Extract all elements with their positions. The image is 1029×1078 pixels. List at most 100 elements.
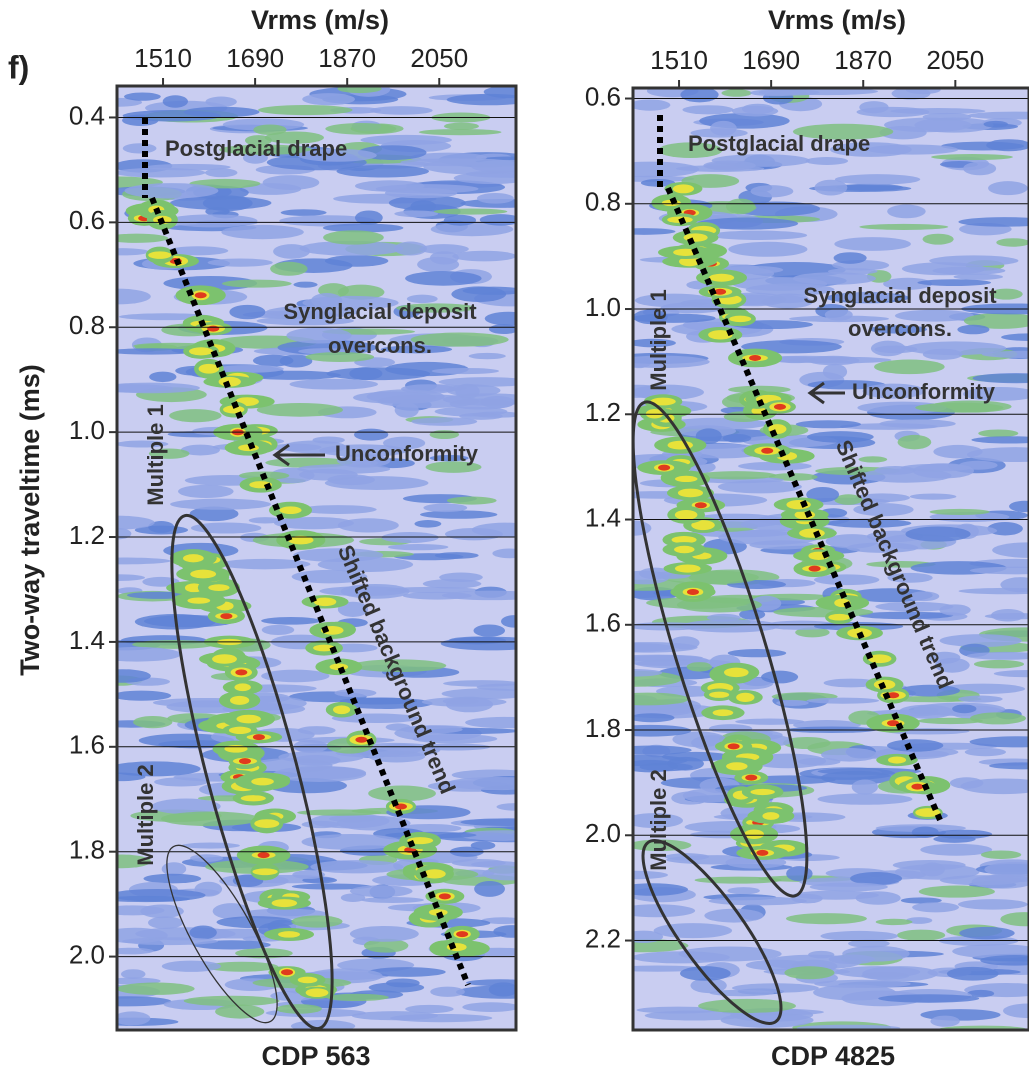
streak — [769, 293, 809, 304]
streak — [749, 354, 762, 361]
streak — [488, 324, 516, 335]
y-tick-label: 1.4 — [585, 502, 621, 532]
streak — [117, 574, 146, 581]
x-axis-title: Vrms (m/s) — [768, 5, 906, 35]
streak — [223, 405, 245, 414]
y-tick-label: 0.8 — [69, 310, 105, 340]
streak — [824, 308, 853, 321]
streak — [334, 688, 377, 698]
streak — [162, 95, 188, 108]
annotation: Multiple 2 — [646, 769, 671, 870]
streak — [708, 273, 735, 282]
streak — [786, 913, 867, 925]
streak — [431, 367, 500, 375]
streak — [248, 517, 282, 524]
streak — [425, 461, 482, 473]
streak — [484, 311, 516, 326]
streak — [966, 651, 1029, 660]
streak — [492, 548, 516, 559]
streak — [317, 557, 414, 573]
streak — [887, 739, 944, 752]
streak — [384, 187, 458, 199]
streak — [776, 699, 809, 706]
x-tick-label: 1510 — [134, 43, 192, 73]
streak — [633, 692, 689, 706]
streak — [633, 642, 698, 653]
streak — [189, 925, 217, 940]
streak — [731, 983, 819, 993]
streak — [333, 705, 351, 715]
streak — [690, 128, 748, 138]
streak — [325, 123, 397, 135]
streak — [148, 448, 190, 459]
streak — [220, 613, 233, 620]
streak — [795, 627, 830, 638]
streak — [189, 506, 239, 522]
streak — [633, 904, 696, 918]
streak — [883, 277, 933, 290]
semblance-image — [633, 88, 1029, 1030]
streak — [444, 122, 479, 130]
streak — [708, 330, 733, 340]
streak — [745, 959, 809, 971]
streak — [146, 163, 231, 171]
streak — [292, 870, 326, 880]
streak — [324, 255, 389, 267]
streak — [858, 611, 954, 620]
streak — [952, 704, 977, 714]
streak — [263, 311, 315, 320]
streak — [291, 569, 368, 584]
x-tick-label: 2050 — [926, 45, 984, 75]
streak — [301, 834, 402, 850]
streak — [696, 217, 799, 230]
streak — [878, 994, 980, 1003]
streak — [906, 917, 933, 924]
streak — [161, 862, 187, 876]
streak — [235, 669, 248, 676]
streak — [117, 996, 172, 1007]
streak — [336, 165, 429, 178]
arrow-head — [807, 381, 825, 405]
streak — [476, 193, 514, 204]
x-tick-label: 1510 — [650, 45, 708, 75]
streak — [279, 506, 302, 515]
streak — [337, 86, 382, 94]
streak — [891, 88, 931, 100]
streak — [725, 198, 756, 215]
streak — [826, 518, 912, 528]
streak — [964, 747, 1007, 757]
streak — [117, 440, 169, 448]
streak — [207, 325, 220, 332]
streak — [405, 271, 482, 286]
streak — [319, 444, 408, 457]
streak — [661, 751, 731, 762]
streak — [319, 586, 408, 597]
streak — [302, 93, 355, 106]
streak — [842, 945, 910, 962]
streak — [198, 363, 220, 374]
streak — [117, 382, 200, 394]
streak — [361, 897, 424, 904]
streak — [117, 1011, 151, 1026]
streak — [869, 325, 928, 334]
streak — [148, 251, 172, 259]
x-tick-label: 1870 — [318, 43, 376, 73]
streak — [148, 521, 175, 533]
streak — [182, 554, 204, 563]
streak — [468, 352, 506, 360]
streak — [870, 340, 906, 357]
streak — [124, 92, 161, 101]
streak — [784, 966, 835, 980]
streak — [813, 984, 896, 1001]
streak — [953, 273, 1003, 280]
annotation: Unconformity — [852, 379, 996, 404]
streak — [633, 713, 675, 723]
streak — [433, 208, 508, 215]
streak — [829, 142, 912, 157]
streak — [297, 809, 382, 816]
streak — [240, 795, 266, 802]
streak — [738, 461, 812, 471]
streak — [446, 496, 497, 505]
annotation: Postglacial drape — [165, 136, 347, 161]
